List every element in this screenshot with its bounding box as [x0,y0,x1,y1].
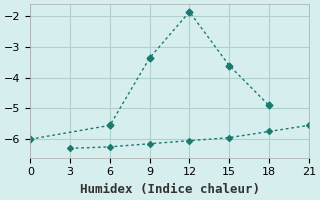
X-axis label: Humidex (Indice chaleur): Humidex (Indice chaleur) [80,183,260,196]
